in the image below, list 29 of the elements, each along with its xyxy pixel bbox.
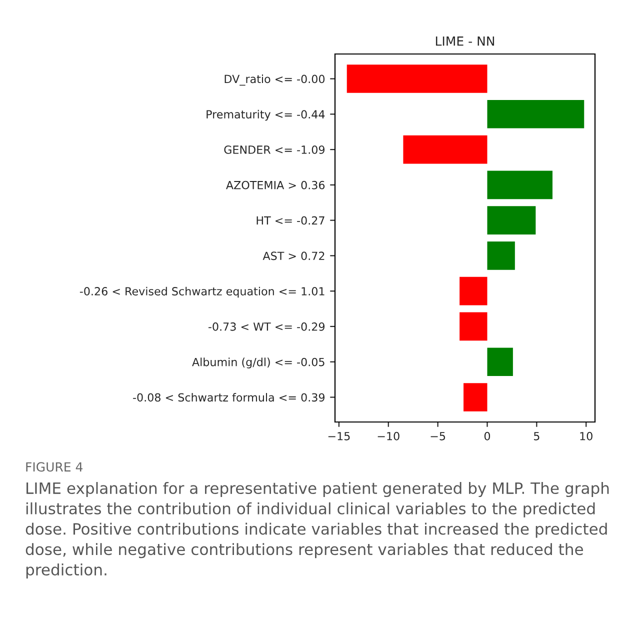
- y-tick-label: AZOTEMIA > 0.36: [226, 180, 325, 190]
- bar: [487, 242, 515, 270]
- bar: [346, 64, 488, 93]
- bar: [464, 383, 488, 412]
- bar: [487, 170, 552, 200]
- bar: [460, 312, 488, 341]
- y-tick-label: -0.73 < WT <= -0.29: [208, 322, 324, 331]
- bar: [460, 276, 488, 306]
- y-tick-label: HT <= -0.27: [256, 216, 324, 225]
- y-tick-label: Albumin (g/dl) <= -0.05: [192, 358, 324, 368]
- bar: [487, 348, 513, 376]
- y-tick-label: AST > 0.72: [262, 252, 324, 260]
- x-tick-label: 5: [534, 432, 540, 440]
- x-tick-label: −5: [430, 432, 446, 440]
- chart-title: LIME - NN: [436, 36, 494, 46]
- y-tick-label: Prematurity <= -0.44: [206, 110, 325, 121]
- text: LIME explanation for a representative patient generated by MLP. The graph illustrates the contribution of individual clinical variables to the predicted dose. Positive contributions indicate variables that increased the predicted dose, while negative contributions represent variables that reduced the prediction.: [26, 482, 609, 579]
- bar: [487, 100, 584, 128]
- y-tick-label: -0.26 < Revised Schwartz equation <= 1.01: [80, 286, 324, 298]
- y-tick-label: DV_ratio <= -0.00: [224, 74, 325, 86]
- x-tick-label: −10: [378, 432, 400, 440]
- bar: [487, 206, 536, 234]
- x-tick-label: 10: [580, 432, 592, 440]
- caption: FIGURE 4: [26, 462, 83, 472]
- x-tick-label: −15: [328, 432, 350, 440]
- x-tick-label: 0: [484, 432, 490, 440]
- y-tick-label: -0.08 < Schwartz formula <= 0.39: [133, 393, 324, 402]
- y-tick-label: GENDER <= -1.09: [224, 146, 324, 154]
- bar: [403, 135, 488, 164]
